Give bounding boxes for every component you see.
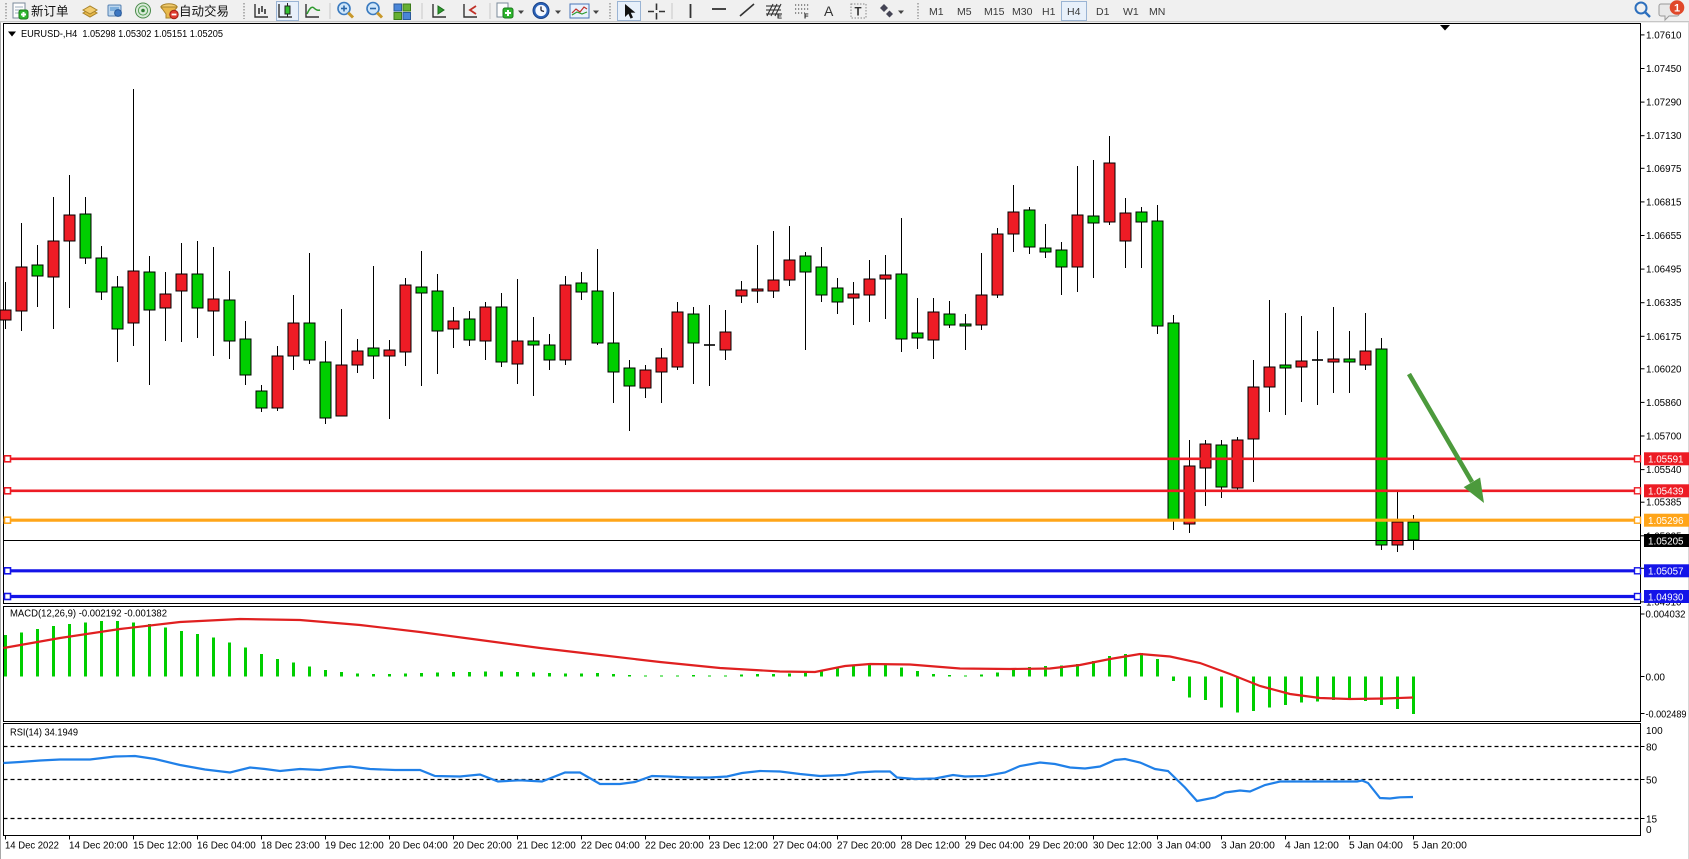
svg-text:T: T xyxy=(855,7,862,19)
svg-text:1.05439: 1.05439 xyxy=(1648,487,1684,498)
svg-text:1.05385: 1.05385 xyxy=(1646,498,1682,509)
svg-text:1.06175: 1.06175 xyxy=(1646,332,1682,343)
svg-text:F: F xyxy=(804,12,809,21)
svg-text:RSI(14) 34.1949: RSI(14) 34.1949 xyxy=(10,728,78,739)
svg-text:22 Dec 20:00: 22 Dec 20:00 xyxy=(645,841,704,852)
svg-text:20 Dec 20:00: 20 Dec 20:00 xyxy=(453,841,512,852)
svg-text:20 Dec 04:00: 20 Dec 04:00 xyxy=(389,841,448,852)
svg-text:1.05591: 1.05591 xyxy=(1648,455,1684,466)
svg-text:1: 1 xyxy=(1674,3,1680,15)
svg-text:14 Dec 20:00: 14 Dec 20:00 xyxy=(69,841,128,852)
svg-text:0.004032: 0.004032 xyxy=(1646,610,1686,621)
svg-text:16 Dec 04:00: 16 Dec 04:00 xyxy=(197,841,256,852)
svg-text:29 Dec 04:00: 29 Dec 04:00 xyxy=(965,841,1024,852)
svg-text:EURUSD-,H4 1.05298 1.05302 1.: EURUSD-,H4 1.05298 1.05302 1.05151 1.052… xyxy=(21,29,223,40)
svg-text:14 Dec 2022: 14 Dec 2022 xyxy=(5,841,59,852)
svg-text:4 Jan 12:00: 4 Jan 12:00 xyxy=(1285,841,1339,852)
svg-text:19 Dec 12:00: 19 Dec 12:00 xyxy=(325,841,384,852)
svg-text:A: A xyxy=(824,3,834,19)
svg-text:1.06020: 1.06020 xyxy=(1646,364,1682,375)
svg-text:自动交易: 自动交易 xyxy=(179,4,229,19)
svg-text:1.05296: 1.05296 xyxy=(1648,516,1684,527)
svg-text:1.05057: 1.05057 xyxy=(1648,567,1684,578)
svg-text:M1: M1 xyxy=(929,6,944,18)
svg-text:3 Jan 04:00: 3 Jan 04:00 xyxy=(1157,841,1211,852)
svg-text:1.07610: 1.07610 xyxy=(1646,30,1682,41)
svg-text:1.05700: 1.05700 xyxy=(1646,432,1682,443)
svg-text:50: 50 xyxy=(1646,776,1658,787)
svg-text:0.00: 0.00 xyxy=(1646,673,1666,684)
svg-text:22 Dec 04:00: 22 Dec 04:00 xyxy=(581,841,640,852)
svg-text:27 Dec 20:00: 27 Dec 20:00 xyxy=(837,841,896,852)
svg-text:30 Dec 12:00: 30 Dec 12:00 xyxy=(1093,841,1152,852)
svg-text:15 Dec 12:00: 15 Dec 12:00 xyxy=(133,841,192,852)
svg-text:M5: M5 xyxy=(957,6,972,18)
svg-text:1.04930: 1.04930 xyxy=(1648,592,1684,603)
svg-text:1.06655: 1.06655 xyxy=(1646,231,1682,242)
svg-text:27 Dec 04:00: 27 Dec 04:00 xyxy=(773,841,832,852)
svg-text:MN: MN xyxy=(1149,6,1165,18)
svg-text:15: 15 xyxy=(1646,815,1658,826)
svg-text:1.06335: 1.06335 xyxy=(1646,298,1682,309)
svg-text:28 Dec 12:00: 28 Dec 12:00 xyxy=(901,841,960,852)
svg-text:W1: W1 xyxy=(1123,6,1139,18)
svg-text:5 Jan 04:00: 5 Jan 04:00 xyxy=(1349,841,1403,852)
svg-text:1.05540: 1.05540 xyxy=(1646,465,1682,476)
svg-text:1.05205: 1.05205 xyxy=(1648,536,1684,547)
svg-text:1.07450: 1.07450 xyxy=(1646,64,1682,75)
svg-text:3 Jan 20:00: 3 Jan 20:00 xyxy=(1221,841,1275,852)
svg-text:1.05860: 1.05860 xyxy=(1646,398,1682,409)
svg-text:D1: D1 xyxy=(1096,6,1110,18)
svg-text:1.06495: 1.06495 xyxy=(1646,265,1682,276)
svg-text:0: 0 xyxy=(1646,825,1652,836)
svg-text:1.06975: 1.06975 xyxy=(1646,164,1682,175)
svg-text:新订单: 新订单 xyxy=(31,4,69,19)
svg-text:MACD(12,26,9) -0.002192 -0.001: MACD(12,26,9) -0.002192 -0.001382 xyxy=(10,609,167,620)
svg-text:100: 100 xyxy=(1646,726,1663,737)
svg-text:80: 80 xyxy=(1646,743,1658,754)
svg-text:E: E xyxy=(777,12,782,21)
svg-text:M15: M15 xyxy=(984,6,1005,18)
svg-text:1.06815: 1.06815 xyxy=(1646,197,1682,208)
svg-text:21 Dec 12:00: 21 Dec 12:00 xyxy=(517,841,576,852)
svg-text:29 Dec 20:00: 29 Dec 20:00 xyxy=(1029,841,1088,852)
svg-text:18 Dec 23:00: 18 Dec 23:00 xyxy=(261,841,320,852)
svg-text:1.07290: 1.07290 xyxy=(1646,98,1682,109)
svg-text:-0.002489: -0.002489 xyxy=(1646,710,1687,721)
svg-text:M30: M30 xyxy=(1012,6,1033,18)
svg-text:5 Jan 20:00: 5 Jan 20:00 xyxy=(1413,841,1467,852)
svg-text:1.07130: 1.07130 xyxy=(1646,131,1682,142)
svg-text:H4: H4 xyxy=(1067,6,1081,18)
svg-text:H1: H1 xyxy=(1042,6,1056,18)
svg-text:23 Dec 12:00: 23 Dec 12:00 xyxy=(709,841,768,852)
